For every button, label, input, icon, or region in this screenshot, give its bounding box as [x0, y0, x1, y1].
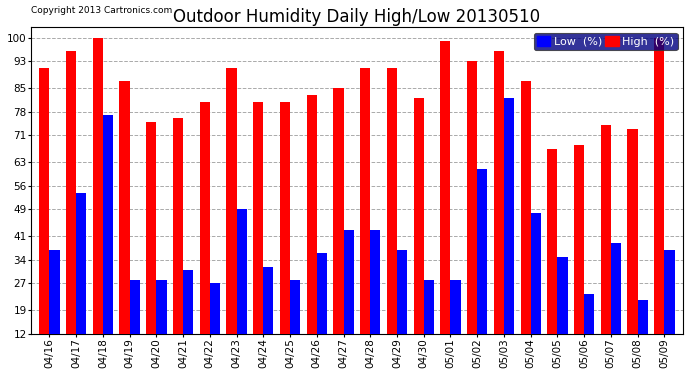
Bar [146, 122, 157, 374]
Bar [130, 280, 140, 374]
Bar [558, 256, 568, 374]
Bar [157, 280, 166, 374]
Bar [66, 51, 76, 374]
Bar [520, 81, 531, 374]
Bar [451, 280, 461, 374]
Bar [387, 68, 397, 374]
Bar [494, 51, 504, 374]
Bar [173, 118, 183, 374]
Bar [306, 95, 317, 374]
Bar [664, 250, 675, 374]
Bar [638, 300, 648, 374]
Bar [317, 253, 327, 374]
Bar [584, 294, 594, 374]
Bar [467, 61, 477, 374]
Bar [119, 81, 130, 374]
Bar [574, 146, 584, 374]
Bar [397, 250, 407, 374]
Bar [531, 213, 541, 374]
Bar [333, 88, 344, 374]
Bar [39, 68, 50, 374]
Bar [360, 68, 371, 374]
Bar [50, 250, 59, 374]
Bar [611, 243, 621, 374]
Bar [253, 102, 264, 374]
Bar [280, 102, 290, 374]
Bar [477, 169, 487, 374]
Title: Outdoor Humidity Daily High/Low 20130510: Outdoor Humidity Daily High/Low 20130510 [173, 8, 540, 26]
Bar [413, 98, 424, 374]
Bar [237, 209, 247, 374]
Bar [290, 280, 300, 374]
Bar [440, 41, 451, 374]
Bar [210, 284, 220, 374]
Bar [627, 129, 638, 374]
Bar [344, 230, 354, 374]
Bar [76, 192, 86, 374]
Bar [103, 115, 113, 374]
Bar [504, 98, 514, 374]
Bar [371, 230, 380, 374]
Bar [226, 68, 237, 374]
Bar [199, 102, 210, 374]
Bar [424, 280, 434, 374]
Legend: Low  (%), High  (%): Low (%), High (%) [534, 33, 678, 50]
Bar [654, 38, 664, 374]
Bar [547, 149, 558, 374]
Bar [264, 267, 273, 374]
Text: Copyright 2013 Cartronics.com: Copyright 2013 Cartronics.com [31, 6, 172, 15]
Bar [92, 38, 103, 374]
Bar [183, 270, 193, 374]
Bar [601, 125, 611, 374]
